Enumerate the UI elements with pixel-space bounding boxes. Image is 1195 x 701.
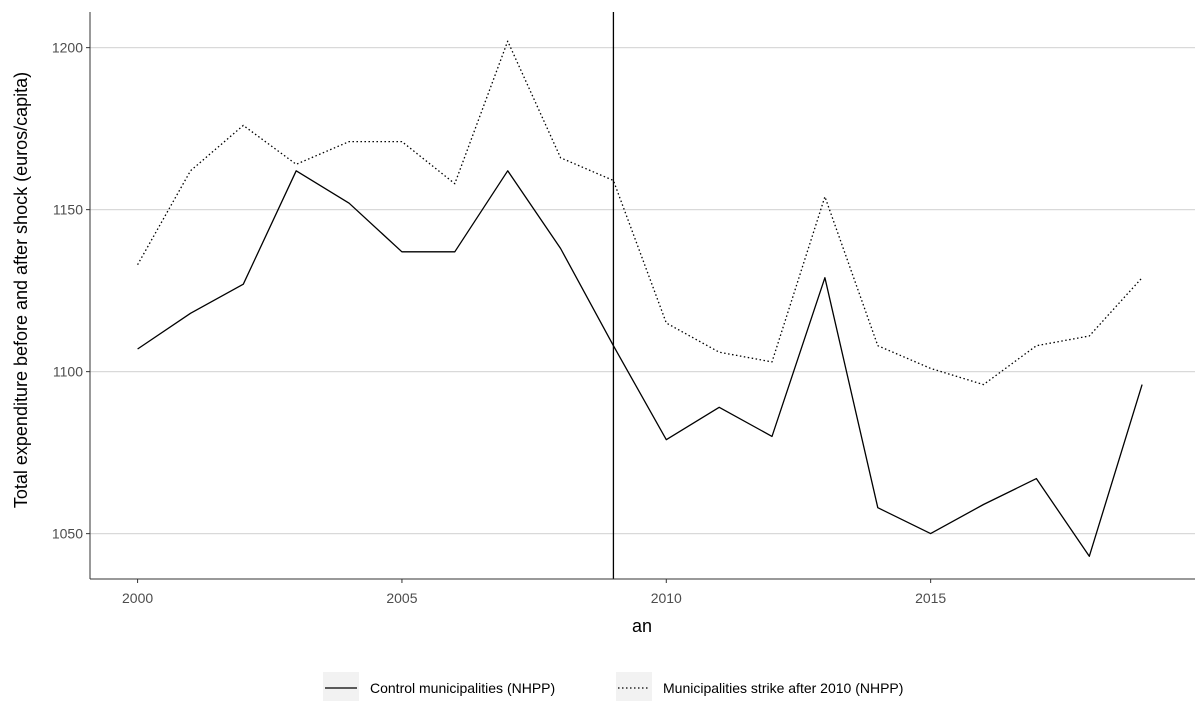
legend: Control municipalities (NHPP) Municipali… — [323, 672, 903, 701]
x-tick-label: 2015 — [915, 590, 946, 606]
x-tick-label: 2010 — [651, 590, 682, 606]
legend-key-control — [323, 672, 359, 701]
y-tick-label: 1150 — [53, 202, 83, 218]
gridlines — [90, 47, 1195, 535]
series-line-control — [137, 170, 1143, 557]
legend-label-control: Control municipalities (NHPP) — [370, 680, 555, 696]
series-lines — [137, 12, 1143, 579]
axes — [86, 12, 1195, 583]
y-axis-title: Total expenditure before and after shock… — [11, 72, 31, 508]
series-line-strike — [137, 40, 1143, 386]
legend-key-strike — [616, 672, 652, 701]
x-axis-title: an — [632, 616, 652, 636]
legend-label-strike: Municipalities strike after 2010 (NHPP) — [663, 680, 903, 696]
y-tick-label: 1050 — [52, 526, 83, 542]
y-tick-label: 1100 — [53, 364, 83, 380]
x-tick-label: 2000 — [122, 590, 153, 606]
x-tick-label: 2005 — [386, 590, 417, 606]
tick-labels: 1050 1100 1150 1200 2000 2005 2010 2015 — [52, 40, 947, 606]
y-tick-label: 1200 — [52, 40, 83, 56]
